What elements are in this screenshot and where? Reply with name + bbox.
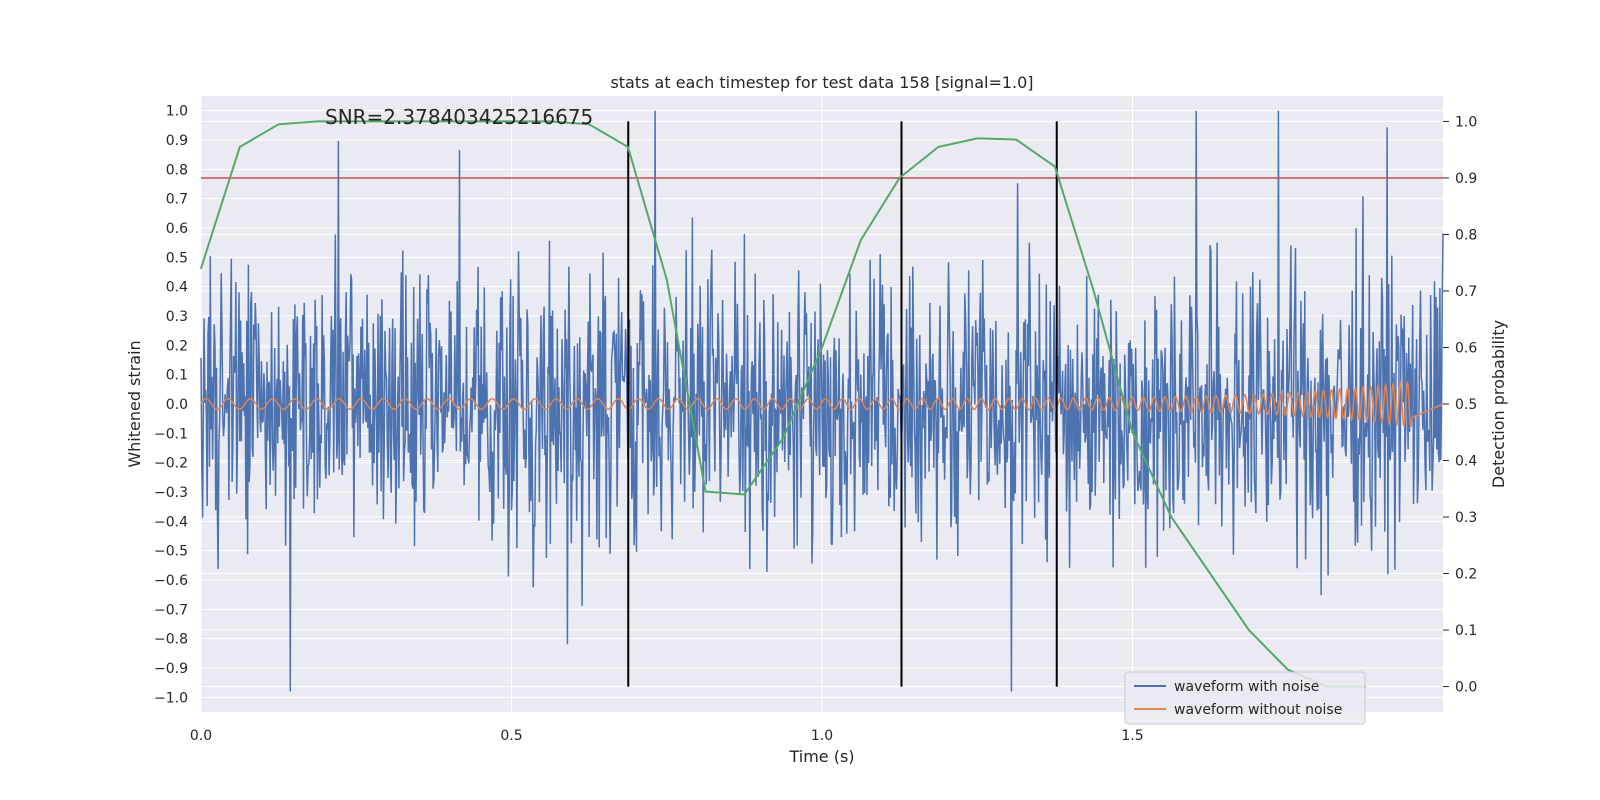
- y-tick-label-left: 0.3: [166, 309, 188, 325]
- y-tick-label-left: 1.0: [166, 104, 188, 120]
- probability-point: [588, 123, 590, 126]
- y-tick-label-left: −0.2: [154, 456, 188, 472]
- y-tick-label-right: 0.4: [1455, 454, 1477, 470]
- y-tick-label-right: 0.2: [1455, 567, 1477, 583]
- probability-point: [627, 146, 629, 148]
- probability-point: [1054, 165, 1056, 168]
- y-tick-label-left: 0.5: [166, 250, 188, 266]
- probability-point: [665, 278, 668, 281]
- y-tick-label-left: −0.5: [154, 544, 188, 560]
- x-tick-label: 1.5: [1121, 728, 1143, 744]
- x-tick-label: 0.5: [500, 728, 522, 744]
- probability-point: [316, 120, 319, 123]
- y-tick-label-right: 0.7: [1455, 284, 1477, 300]
- probability-point: [471, 120, 474, 123]
- legend-label-clean: waveform without noise: [1174, 702, 1342, 718]
- legend-box: [1124, 671, 1366, 725]
- snr-annotation: SNR=2.378403425216675: [325, 105, 593, 129]
- probability-point: [821, 346, 823, 349]
- probability-point: [704, 490, 707, 493]
- legend-label-noise: waveform with noise: [1174, 679, 1319, 695]
- y-tick-label-left: −0.6: [154, 573, 188, 589]
- ticks: 0.0 0.5 1.0 1.5 1.0 0.9 0.8 0.7 0.6 0.5 0.4 0.3 0.2 0…: [154, 104, 1477, 744]
- probability-point: [743, 493, 746, 496]
- y-axis-label-right: Detection probability: [1489, 320, 1508, 488]
- y-tick-label-left: −0.9: [154, 661, 188, 677]
- y-tick-label-left: −0.1: [154, 426, 188, 442]
- y-tick-label-left: 0.2: [166, 338, 188, 354]
- legend: waveform with noise waveform without noi…: [1124, 671, 1366, 725]
- x-tick-label: 1.0: [811, 728, 833, 744]
- probability-point: [1209, 572, 1211, 575]
- probability-point: [549, 120, 552, 123]
- y-tick-label-left: −0.4: [154, 514, 188, 530]
- probability-point: [1170, 516, 1173, 518]
- y-tick-label-left: −0.7: [154, 602, 188, 618]
- probability-point: [782, 437, 784, 439]
- waveform-with-noise-series: [200, 110, 1444, 692]
- waveform-without-noise-line: [200, 380, 1444, 427]
- chart-title: stats at each timestep for test data 158…: [610, 73, 1033, 92]
- probability-point: [433, 120, 435, 123]
- y-tick-label-right: 0.6: [1455, 340, 1477, 356]
- probability-point: [394, 120, 396, 123]
- y-tick-label-right: 0.9: [1455, 171, 1477, 187]
- y-axis-label-left: Whitened strain: [125, 340, 144, 467]
- y-tick-label-left: 0.6: [166, 221, 188, 237]
- probability-point: [239, 146, 241, 148]
- y-tick-label-right: 0.0: [1455, 680, 1477, 696]
- probability-point: [1015, 138, 1017, 141]
- y-tick-label-right: 0.5: [1455, 397, 1477, 413]
- y-tick-label-left: 0.0: [166, 397, 188, 413]
- y-tick-label-left: −0.3: [154, 485, 188, 501]
- probability-point: [1131, 431, 1134, 434]
- probability-point: [1286, 668, 1289, 671]
- y-tick-label-left: −0.8: [154, 632, 188, 648]
- y-tick-label-left: −1.0: [154, 690, 188, 706]
- vertical-markers: [627, 121, 1058, 687]
- y-tick-label-right: 0.3: [1455, 510, 1477, 526]
- probability-point: [898, 177, 901, 179]
- y-tick-label-left: 0.1: [166, 368, 188, 384]
- probability-point: [200, 267, 202, 270]
- probability-point: [277, 123, 280, 126]
- y-tick-label-right: 0.8: [1455, 227, 1477, 243]
- x-axis-label: Time (s): [788, 747, 854, 766]
- probability-point: [1092, 290, 1095, 292]
- probability-point: [976, 137, 979, 140]
- probability-point: [355, 120, 358, 123]
- y-tick-label-left: 0.8: [166, 162, 188, 178]
- y-tick-label-right: 0.1: [1455, 623, 1477, 639]
- y-tick-label-left: 0.7: [166, 192, 188, 208]
- waveform-without-noise-series: [200, 380, 1444, 427]
- x-tick-label: 0.0: [190, 728, 212, 744]
- y-tick-label-right: 1.0: [1455, 114, 1477, 130]
- probability-point: [510, 120, 513, 123]
- y-tick-label-left: 0.4: [166, 280, 188, 296]
- probability-point: [937, 146, 940, 148]
- probability-point: [1248, 629, 1250, 631]
- y-tick-label-left: 0.9: [166, 133, 188, 149]
- waveform-with-noise-line: [200, 110, 1444, 692]
- probability-point: [860, 239, 862, 241]
